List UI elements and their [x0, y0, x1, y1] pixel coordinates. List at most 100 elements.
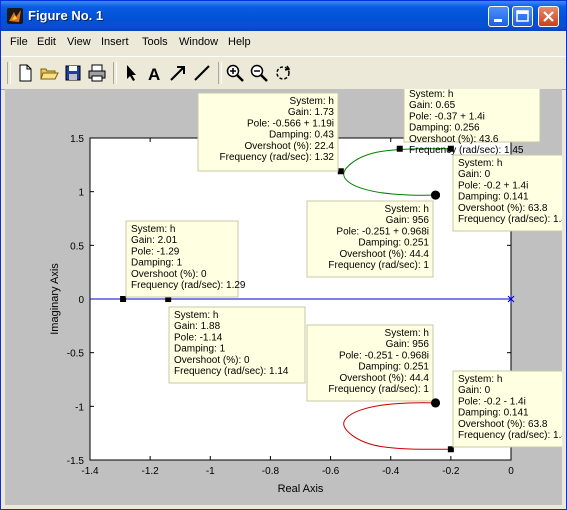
datatip-line: Gain: 0 — [458, 169, 491, 180]
datatip-line: Damping: 0.43 — [269, 130, 334, 141]
datatip-line: Gain: 1.73 — [288, 107, 335, 118]
datatip-line: System: h — [458, 158, 502, 169]
datatip-box[interactable] — [197, 92, 339, 172]
datatip-line: System: h — [385, 204, 429, 215]
figure-canvas: -1.4 -1.2 -1 -0.8 -0.6 -0.4 -0.2 0 1.5 1 0.5 0 -0.5 -… — [5, 85, 567, 505]
y-tick-label: -1 — [75, 402, 84, 413]
datatip-line: Overshoot (%): 22.4 — [245, 141, 335, 152]
rotate-3d-icon[interactable] — [273, 63, 293, 83]
minimize-button[interactable] — [488, 6, 509, 27]
figure-toolbar: A — [1, 56, 566, 90]
datatip-line: Gain: 1.88 — [174, 321, 221, 332]
datatip-line: System: h — [174, 310, 218, 321]
datatip-line: System: h — [409, 89, 453, 100]
datatip-marker[interactable] — [396, 145, 403, 152]
datatip-box[interactable] — [168, 306, 306, 384]
datatip-line: Pole: -0.251 + 0.968i — [336, 226, 429, 237]
menu-help[interactable]: Help — [228, 36, 251, 48]
datatip-line: Pole: -0.2 - 1.4i — [458, 396, 526, 407]
datatip-marker[interactable] — [447, 145, 454, 152]
pole-marker[interactable] — [431, 398, 441, 408]
datatip-box[interactable] — [306, 324, 434, 402]
datatip-line: Frequency (rad/sec): 1.41 — [458, 430, 562, 441]
new-file-icon[interactable] — [15, 63, 35, 83]
toolbar-separator — [218, 62, 222, 84]
lower-locus-curve[interactable] — [343, 402, 451, 450]
matlab-app-icon — [7, 8, 23, 24]
x-tick-label: 0 — [508, 466, 514, 477]
datatip-box[interactable] — [452, 154, 566, 232]
x-tick-label: -1 — [206, 466, 215, 477]
close-button[interactable] — [538, 6, 559, 27]
datatip-box[interactable] — [125, 220, 239, 298]
svg-text:A: A — [148, 65, 160, 83]
insert-line-icon[interactable] — [192, 63, 212, 83]
datatip-marker[interactable] — [447, 446, 454, 453]
insert-text-icon[interactable]: A — [144, 63, 164, 83]
menu-view[interactable]: View — [67, 36, 91, 48]
save-icon[interactable] — [63, 63, 83, 83]
datatip-line: Gain: 956 — [386, 339, 430, 350]
datatip-line: Overshoot (%): 63.8 — [458, 419, 548, 430]
datatip-line: Frequency (rad/sec): 1 — [328, 384, 429, 395]
title-bar[interactable]: Figure No. 1 — [1, 1, 566, 31]
menu-edit[interactable]: Edit — [37, 36, 56, 48]
y-tick-label: -1.5 — [67, 456, 85, 467]
datatip-line: Damping: 1 — [131, 258, 183, 269]
datatip-line: System: h — [458, 374, 502, 385]
menu-insert[interactable]: Insert — [101, 36, 129, 48]
x-axis-label: Real Axis — [278, 483, 324, 495]
datatip-line: System: h — [290, 96, 334, 107]
menu-file[interactable]: File — [10, 36, 28, 48]
window-title: Figure No. 1 — [28, 8, 104, 23]
datatip-marker[interactable] — [165, 296, 172, 302]
datatip-line: Frequency (rad/sec): 1.41 — [458, 214, 562, 225]
datatip-line: Overshoot (%): 44.4 — [340, 373, 430, 384]
datatip-marker[interactable] — [337, 168, 344, 175]
y-tick-label: 1.5 — [70, 134, 84, 145]
zero-marker[interactable] — [507, 295, 515, 303]
datatip-line: Frequency (rad/sec): 1.45 — [409, 145, 524, 156]
datatip-line: Frequency (rad/sec): 1.29 — [131, 280, 246, 291]
upper-locus-curve[interactable] — [343, 148, 451, 196]
zoom-out-icon[interactable] — [249, 63, 269, 83]
datatip-line: Pole: -1.14 — [174, 332, 223, 343]
maximize-icon — [516, 10, 529, 22]
x-tick-label: -0.2 — [442, 466, 460, 477]
menu-window[interactable]: Window — [179, 36, 219, 48]
datatip-line: Gain: 0 — [458, 385, 491, 396]
datatip-line: Frequency (rad/sec): 1.14 — [174, 366, 289, 377]
select-arrow-icon[interactable] — [121, 63, 141, 83]
toolbar-grip — [7, 62, 11, 84]
y-tick-label: -0.5 — [67, 349, 85, 360]
datatip-box[interactable] — [403, 85, 541, 143]
maximize-button[interactable] — [512, 6, 533, 27]
datatip-box[interactable] — [306, 200, 434, 278]
datatip-line: Gain: 956 — [386, 215, 430, 226]
root-locus-plot[interactable]: -1.4 -1.2 -1 -0.8 -0.6 -0.4 -0.2 0 1.5 1 0.5 0 -0.5 -… — [5, 85, 567, 505]
insert-arrow-icon[interactable] — [168, 63, 188, 83]
datatip-line: Overshoot (%): 0 — [131, 269, 207, 280]
pole-marker[interactable] — [431, 190, 441, 200]
zoom-in-icon[interactable] — [225, 63, 245, 83]
datatip-line: Overshoot (%): 63.8 — [458, 203, 548, 214]
open-file-icon[interactable] — [39, 63, 59, 83]
close-icon — [543, 11, 554, 22]
datatip-line: System: h — [385, 328, 429, 339]
datatip-line: Overshoot (%): 43.6 — [409, 134, 499, 145]
menu-bar: File Edit View Insert Tools Window Help — [1, 32, 566, 54]
x-tick-label: -0.4 — [382, 466, 400, 477]
y-tick-label: 0 — [78, 295, 84, 306]
toolbar-separator — [113, 62, 117, 84]
datatip-line: Overshoot (%): 0 — [174, 355, 250, 366]
print-icon[interactable] — [87, 63, 107, 83]
datatip-line: Gain: 2.01 — [131, 235, 178, 246]
datatip-line: System: h — [131, 224, 175, 235]
menu-tools[interactable]: Tools — [142, 36, 168, 48]
datatip-box[interactable] — [452, 370, 566, 448]
datatip-marker[interactable] — [120, 296, 127, 302]
datatip-line: Pole: -0.251 - 0.968i — [339, 350, 429, 361]
datatip-line: Pole: -0.2 + 1.4i — [458, 180, 528, 191]
datatip-line: Pole: -1.29 — [131, 246, 180, 257]
